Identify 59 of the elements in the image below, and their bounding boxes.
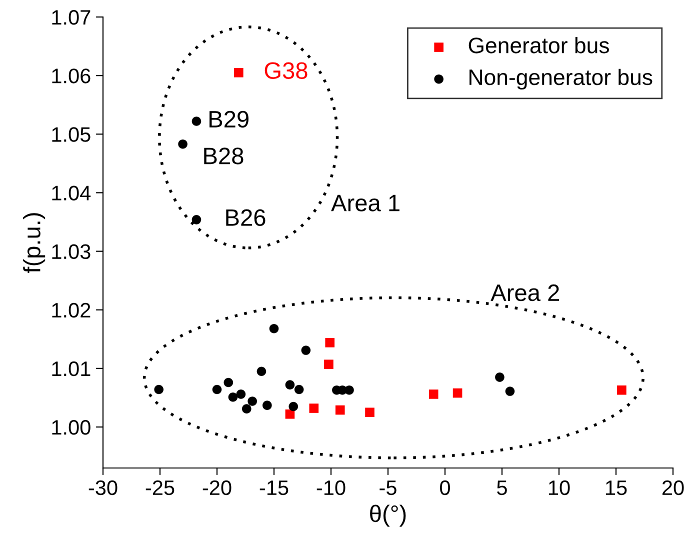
point	[285, 380, 295, 390]
annotation: B26	[226, 209, 266, 226]
point	[495, 372, 504, 382]
y-tick-label: 1.07	[52, 10, 90, 25]
x-tick-label: -5	[380, 480, 396, 496]
y-tick-label: 1.01	[52, 361, 90, 376]
x-axis-title: θ(°)	[370, 504, 406, 527]
y-axis-title: f(p.u.)	[23, 213, 46, 273]
point	[309, 404, 319, 413]
point	[428, 390, 438, 399]
annotation: Area 2	[490, 284, 559, 302]
point	[365, 408, 374, 418]
point	[212, 384, 222, 394]
point	[617, 385, 626, 395]
point	[325, 338, 335, 348]
x-tick-label: 15	[606, 480, 627, 496]
point	[285, 409, 295, 419]
x-tick-label: 10	[549, 480, 570, 496]
x-tick-label: -20	[202, 480, 232, 496]
point	[224, 378, 234, 388]
legend-label: Non-generator bus	[470, 68, 652, 90]
point	[344, 385, 354, 395]
point	[294, 384, 304, 394]
point	[505, 386, 515, 396]
point	[288, 402, 298, 412]
y-tick-label: 1.04	[52, 186, 91, 200]
y-tick-label: 1.06	[52, 68, 90, 84]
y-tick-label: 1.03	[52, 244, 90, 260]
y-tick-label: 1.00	[52, 420, 90, 435]
annotation: B28	[204, 148, 244, 164]
point	[178, 139, 188, 149]
x-tick-label: -25	[146, 480, 174, 496]
point	[236, 390, 246, 399]
x-tick-label: -10	[316, 480, 346, 496]
point	[154, 384, 164, 394]
annotation: G38	[264, 62, 308, 79]
x-tick-label: 20	[662, 480, 684, 496]
point	[228, 392, 238, 402]
x-tick-label: 5	[497, 480, 507, 496]
point	[234, 68, 244, 78]
y-tick-label: 1.02	[52, 302, 90, 318]
point	[262, 400, 272, 410]
point	[248, 396, 257, 406]
point	[335, 405, 345, 415]
point	[256, 366, 266, 376]
legend-label: Generator bus	[468, 37, 609, 54]
point	[192, 215, 202, 224]
y-tick-label: 1.05	[52, 127, 90, 142]
point	[452, 388, 462, 398]
annotation: B29	[210, 110, 248, 128]
point	[242, 404, 252, 414]
point	[324, 360, 334, 369]
x-tick-label: 0	[440, 480, 450, 496]
point	[269, 324, 279, 334]
point	[301, 346, 311, 355]
x-tick-label: -30	[88, 480, 118, 496]
point	[192, 116, 202, 126]
annotation: Area 1	[331, 194, 400, 212]
x-tick-label: -15	[260, 480, 288, 496]
